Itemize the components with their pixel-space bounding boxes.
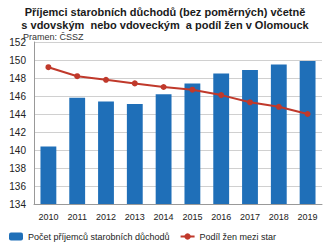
svg-text:Pramen: ČSSZ: Pramen: ČSSZ [23,32,84,42]
svg-text:152: 152 [9,36,26,48]
svg-text:s vdovským nebo vdoveckým a: s vdovským nebo vdoveckým a podíl žen v … [21,19,309,31]
svg-text:Příjemci starobních důchodů (b: Příjemci starobních důchodů (bez poměrný… [25,6,306,18]
svg-text:2014: 2014 [154,212,174,222]
svg-text:2010: 2010 [38,212,58,222]
svg-text:148: 148 [9,73,26,84]
svg-text:146: 146 [9,91,26,102]
svg-text:142: 142 [9,127,26,138]
svg-text:Počet příjemců starobních důch: Počet příjemců starobních důchodů [28,232,170,242]
svg-text:2018: 2018 [269,212,289,222]
svg-text:2011: 2011 [68,212,87,222]
svg-text:2012: 2012 [96,212,116,222]
svg-text:150: 150 [9,55,26,66]
svg-text:140: 140 [9,145,26,156]
svg-text:134: 134 [9,199,26,210]
svg-text:Podíl žen mezi star: Podíl žen mezi star [200,232,277,242]
svg-text:2016: 2016 [211,212,231,222]
svg-text:2015: 2015 [182,212,202,222]
svg-text:2019: 2019 [298,212,318,222]
svg-text:2013: 2013 [125,212,145,222]
svg-text:2017: 2017 [240,212,260,222]
svg-text:136: 136 [9,181,26,192]
svg-text:138: 138 [9,163,26,174]
svg-text:144: 144 [9,109,26,120]
